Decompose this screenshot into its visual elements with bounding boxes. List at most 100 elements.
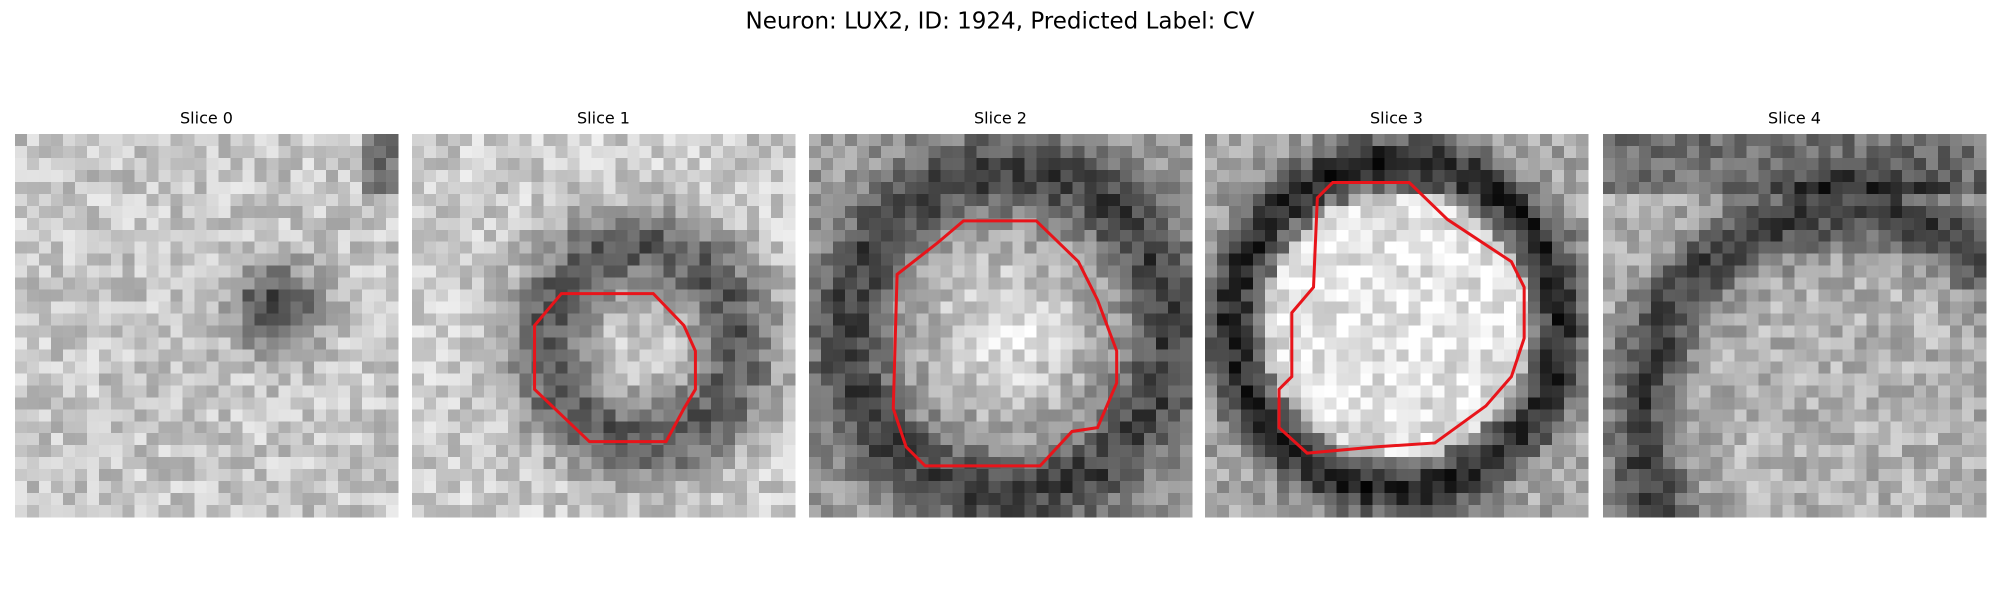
pixel <box>591 169 604 183</box>
pixel <box>1626 325 1640 338</box>
pixel <box>1974 349 1987 362</box>
pixel <box>194 301 207 315</box>
pixel <box>1360 433 1374 446</box>
pixel <box>1603 457 1616 470</box>
pixel <box>507 493 521 506</box>
pixel <box>675 313 688 326</box>
pixel <box>230 361 243 374</box>
pixel <box>952 373 966 386</box>
pixel <box>1252 145 1266 159</box>
pixel <box>603 481 616 494</box>
pixel <box>1108 134 1121 147</box>
pixel <box>844 157 858 171</box>
pixel <box>495 469 509 482</box>
pixel <box>1432 301 1445 315</box>
pixel <box>1516 289 1529 303</box>
pixel <box>1072 361 1085 374</box>
pixel <box>543 229 557 243</box>
pixel <box>1902 325 1915 338</box>
pixel <box>1662 217 1676 231</box>
pixel <box>1806 134 1819 147</box>
pixel <box>483 241 497 255</box>
pixel <box>904 457 918 470</box>
pixel <box>26 361 40 374</box>
pixel <box>832 265 846 279</box>
pixel <box>1504 181 1517 195</box>
pixel <box>940 134 954 147</box>
pixel <box>988 505 1001 518</box>
pixel <box>412 433 425 446</box>
pixel <box>1036 193 1049 207</box>
pixel <box>182 277 196 291</box>
pixel <box>1120 145 1133 159</box>
pixel <box>74 253 88 267</box>
pixel <box>579 217 593 231</box>
pixel <box>50 181 64 195</box>
pixel <box>1168 325 1181 338</box>
pixel <box>38 253 52 267</box>
pixel <box>182 445 196 458</box>
pixel <box>1000 301 1013 315</box>
pixel <box>783 385 796 398</box>
pixel <box>1144 193 1157 207</box>
pixel <box>110 481 124 494</box>
pixel <box>1060 409 1073 422</box>
pixel <box>471 505 485 518</box>
pixel <box>1096 493 1109 506</box>
pixel <box>483 337 497 350</box>
pixel <box>904 337 918 350</box>
pixel <box>1782 385 1795 398</box>
pixel <box>158 409 172 422</box>
pixel <box>1552 469 1565 482</box>
pixel <box>483 193 497 207</box>
pixel <box>242 253 255 267</box>
pixel <box>1144 397 1157 410</box>
pixel <box>1144 433 1157 446</box>
pixel <box>1938 397 1951 410</box>
pixel <box>615 505 628 518</box>
pixel <box>1156 217 1169 231</box>
pixel <box>1614 145 1628 159</box>
pixel <box>1432 349 1445 362</box>
pixel <box>1878 349 1891 362</box>
pixel <box>1252 493 1266 506</box>
pixel <box>1540 397 1553 410</box>
pixel <box>809 241 822 255</box>
pixel <box>1758 337 1772 350</box>
pixel <box>1564 301 1577 315</box>
pixel <box>122 493 136 506</box>
pixel <box>1300 373 1314 386</box>
pixel <box>699 421 712 434</box>
pixel <box>290 349 303 362</box>
pixel <box>1878 373 1891 386</box>
pixel <box>158 481 172 494</box>
pixel <box>1180 217 1193 231</box>
pixel <box>230 469 243 482</box>
pixel <box>242 361 255 374</box>
pixel <box>988 289 1001 303</box>
pixel <box>1324 289 1338 303</box>
pixel <box>1866 157 1879 171</box>
pixel <box>447 134 461 147</box>
pixel <box>1276 325 1290 338</box>
pixel <box>362 289 375 303</box>
pixel <box>1300 157 1314 171</box>
pixel <box>615 253 628 267</box>
pixel <box>1540 373 1553 386</box>
pixel <box>627 169 640 183</box>
pixel <box>904 349 918 362</box>
pixel <box>1830 145 1843 159</box>
pixel <box>1168 241 1181 255</box>
pixel <box>362 385 375 398</box>
pixel <box>1878 277 1891 291</box>
pixel <box>868 433 882 446</box>
pixel <box>1662 289 1676 303</box>
pixel <box>326 277 339 291</box>
pixel <box>1492 397 1505 410</box>
pixel <box>1746 373 1760 386</box>
pixel <box>1770 325 1784 338</box>
pixel <box>110 169 124 183</box>
pixel <box>1456 157 1469 171</box>
pixel <box>98 169 112 183</box>
pixel <box>1902 301 1915 315</box>
